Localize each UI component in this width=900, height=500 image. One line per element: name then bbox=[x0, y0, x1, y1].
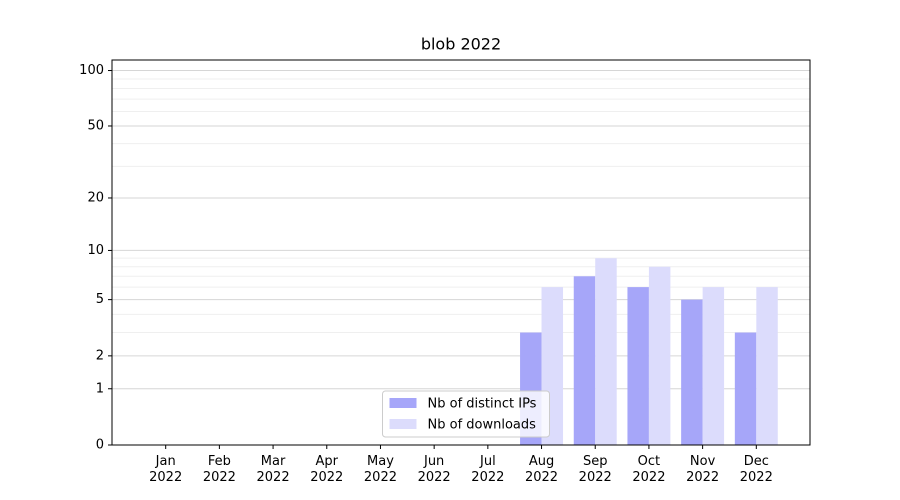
bar bbox=[756, 287, 778, 445]
plot-frame bbox=[111, 59, 811, 446]
bar bbox=[681, 299, 703, 445]
x-tick-label: Apr 2022 bbox=[310, 454, 343, 485]
y-tick-label: 2 bbox=[96, 348, 104, 363]
legend-box bbox=[382, 390, 550, 438]
bar bbox=[734, 332, 757, 445]
y-tick-label: 20 bbox=[87, 190, 104, 205]
x-tick-label: Jun 2022 bbox=[418, 454, 451, 485]
legend-label: Nb of downloads bbox=[428, 418, 537, 433]
y-tick-label: 50 bbox=[87, 118, 104, 133]
bar bbox=[702, 287, 725, 445]
y-tick-label: 100 bbox=[79, 63, 104, 78]
x-tick-label: Jan 2022 bbox=[149, 454, 182, 485]
y-tick-label: 5 bbox=[96, 292, 104, 307]
x-tick-label: Dec 2022 bbox=[740, 454, 773, 485]
x-tick-label: Nov 2022 bbox=[686, 454, 719, 485]
x-tick-label: Jul 2022 bbox=[471, 454, 504, 485]
x-tick-label: Aug 2022 bbox=[525, 454, 558, 485]
x-tick-label: Feb 2022 bbox=[203, 454, 236, 485]
x-tick-label: Oct 2022 bbox=[632, 454, 665, 485]
bar bbox=[648, 266, 671, 445]
legend-label: Nb of distinct IPs bbox=[428, 397, 537, 412]
legend-swatch bbox=[389, 419, 417, 429]
x-tick-label: May 2022 bbox=[364, 454, 397, 485]
bar bbox=[627, 287, 649, 445]
legend-swatch bbox=[389, 398, 417, 408]
y-tick-label: 1 bbox=[96, 381, 104, 396]
y-tick-label: 10 bbox=[87, 243, 104, 258]
chart-title: blob 2022 bbox=[421, 35, 501, 54]
x-tick-label: Sep 2022 bbox=[579, 454, 612, 485]
bar bbox=[595, 258, 617, 445]
bar bbox=[573, 276, 596, 445]
y-tick-label: 0 bbox=[96, 438, 104, 453]
x-tick-label: Mar 2022 bbox=[257, 454, 290, 485]
